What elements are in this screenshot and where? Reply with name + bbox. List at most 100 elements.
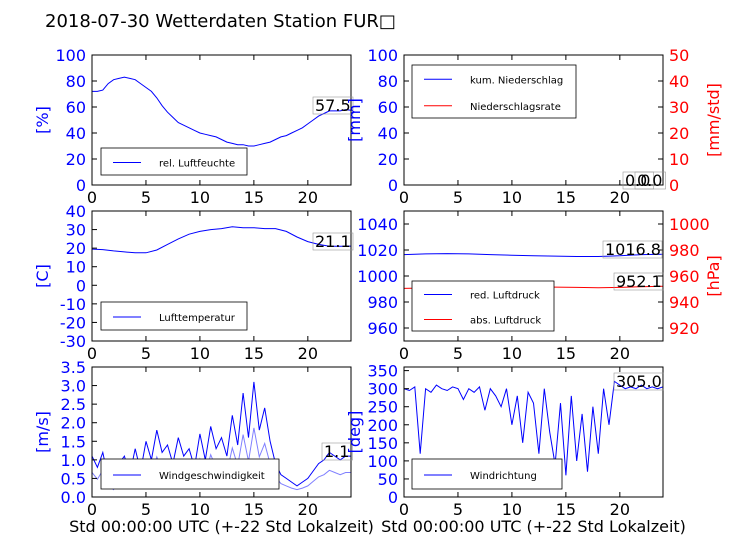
legend-entry: Niederschlagsrate bbox=[470, 102, 561, 113]
y-axis-label: [m/s] bbox=[33, 411, 52, 453]
y-tick-label: 20 bbox=[378, 150, 398, 169]
y-tick-label: 80 bbox=[66, 72, 86, 91]
y-axis-label: [C] bbox=[33, 264, 52, 288]
x-tick-label: 0 bbox=[87, 500, 97, 519]
panel-windspeed: 0 5 10 15 20 0.00.51.01.52.02.53.03.5 [m/s] Std… bbox=[33, 358, 374, 536]
x-tick-label: 10 bbox=[502, 500, 522, 519]
legend-entry: abs. Luftdruck bbox=[470, 316, 541, 327]
axes-frame-precip bbox=[403, 54, 664, 186]
axes-frame-winddir bbox=[403, 366, 664, 498]
y-right-tick-label: 920 bbox=[669, 319, 700, 338]
y-right-tick-label: 940 bbox=[669, 293, 700, 312]
x-tick-label: 5 bbox=[141, 188, 151, 207]
legend-box-humidity bbox=[100, 147, 248, 176]
value-annotation-box bbox=[602, 240, 663, 259]
x-tick-label: 15 bbox=[556, 188, 576, 207]
x-tick-label: 0 bbox=[399, 188, 409, 207]
x-tick-label: 0 bbox=[399, 500, 409, 519]
x-axis-label: Std 00:00:00 UTC (+-22 Std Lokalzeit) bbox=[69, 517, 374, 536]
x-tick-label: 0 bbox=[87, 344, 97, 363]
legend-entry: Lufttemperatur bbox=[159, 313, 236, 324]
value-annotation-box bbox=[613, 372, 664, 391]
y-right-tick-label: 980 bbox=[669, 241, 700, 260]
value-annotation: 0.0 bbox=[625, 171, 650, 190]
y-axis-label: [mm] bbox=[345, 98, 364, 142]
panel-pressure: 0 5 10 15 20 960 980 1000 1020 1040 920 940 960 980 10… bbox=[357, 210, 723, 363]
y-tick-label: 250 bbox=[367, 398, 398, 417]
y-right-tick-label: 960 bbox=[669, 267, 700, 286]
y-tick-label: 3.5 bbox=[61, 358, 86, 377]
value-annotation: 952.1 bbox=[616, 272, 662, 291]
y-tick-label: 1020 bbox=[357, 241, 398, 260]
x-tick-label: 20 bbox=[298, 344, 318, 363]
y-right-axis-label: [hPa] bbox=[704, 255, 723, 296]
panel-temperature: 0 5 10 15 20-30-20-10010203040[C]Lufttempera… bbox=[33, 202, 354, 363]
x-tick-label: 0 bbox=[399, 344, 409, 363]
y-tick-label: 1.5 bbox=[61, 432, 86, 451]
x-tick-label: 10 bbox=[190, 344, 210, 363]
y-right-tick-label: 10 bbox=[669, 150, 689, 169]
y-tick-label: 200 bbox=[367, 416, 398, 435]
value-annotation: 21.1 bbox=[315, 232, 351, 251]
y-tick-label: -20 bbox=[60, 313, 86, 332]
series-line-temperature-0 bbox=[92, 226, 351, 254]
y-tick-label: 1040 bbox=[357, 215, 398, 234]
legend-entry: Windrichtung bbox=[470, 471, 537, 482]
series-line-pressure-0 bbox=[404, 253, 663, 257]
axes-frame-temperature bbox=[91, 210, 352, 342]
value-annotation-box bbox=[613, 272, 664, 291]
x-tick-label: 5 bbox=[453, 344, 463, 363]
y-axis-label: [deg] bbox=[345, 411, 364, 454]
y-tick-label: 0 bbox=[76, 176, 86, 195]
x-tick-label: 20 bbox=[610, 344, 630, 363]
axes-frame-windspeed bbox=[91, 366, 352, 498]
y-right-tick-label: 40 bbox=[669, 72, 689, 91]
y-tick-label: 0 bbox=[388, 488, 398, 507]
y-tick-label: 0.0 bbox=[61, 488, 86, 507]
axes-frame-humidity bbox=[91, 54, 352, 186]
y-tick-label: 3.0 bbox=[61, 377, 86, 396]
y-tick-label: 2.0 bbox=[61, 414, 86, 433]
x-tick-label: 15 bbox=[556, 344, 576, 363]
y-tick-label: -30 bbox=[60, 332, 86, 351]
x-tick-label: 15 bbox=[244, 188, 264, 207]
x-tick-label: 15 bbox=[556, 500, 576, 519]
value-annotation: 305.0 bbox=[616, 372, 662, 391]
y-tick-label: 40 bbox=[378, 124, 398, 143]
legend-entry: rel. Luftfeuchte bbox=[159, 159, 235, 170]
x-tick-label: 10 bbox=[502, 188, 522, 207]
legend-box-pressure bbox=[411, 280, 555, 332]
y-tick-label: 100 bbox=[367, 452, 398, 471]
y-tick-label: 40 bbox=[66, 202, 86, 221]
y-right-tick-label: 50 bbox=[669, 46, 689, 65]
value-annotation: 0.0 bbox=[637, 171, 662, 190]
legend-box-windspeed bbox=[100, 458, 280, 490]
legend-box-temperature bbox=[100, 301, 248, 331]
value-annotation-box bbox=[312, 96, 354, 115]
y-axis-label: [%] bbox=[33, 106, 52, 134]
y-right-tick-label: 20 bbox=[669, 124, 689, 143]
y-tick-label: 60 bbox=[378, 98, 398, 117]
y-tick-label: 80 bbox=[378, 72, 398, 91]
series-line-windspeed-0 bbox=[92, 381, 351, 488]
y-right-tick-label: 30 bbox=[669, 98, 689, 117]
y-tick-label: 0 bbox=[76, 276, 86, 295]
value-annotation: 1016.8 bbox=[605, 240, 661, 259]
x-tick-label: 5 bbox=[141, 500, 151, 519]
value-annotation-box bbox=[321, 442, 353, 461]
x-tick-label: 20 bbox=[298, 500, 318, 519]
y-tick-label: 100 bbox=[55, 46, 86, 65]
y-tick-label: 100 bbox=[367, 46, 398, 65]
y-tick-label: 980 bbox=[367, 293, 398, 312]
x-tick-label: 15 bbox=[244, 500, 264, 519]
x-tick-label: 5 bbox=[453, 500, 463, 519]
y-right-tick-label: 1000 bbox=[669, 215, 710, 234]
x-tick-label: 20 bbox=[298, 188, 318, 207]
y-tick-label: 0.5 bbox=[61, 469, 86, 488]
y-tick-label: 40 bbox=[66, 124, 86, 143]
y-tick-label: 20 bbox=[66, 150, 86, 169]
value-annotation-box bbox=[312, 232, 354, 251]
